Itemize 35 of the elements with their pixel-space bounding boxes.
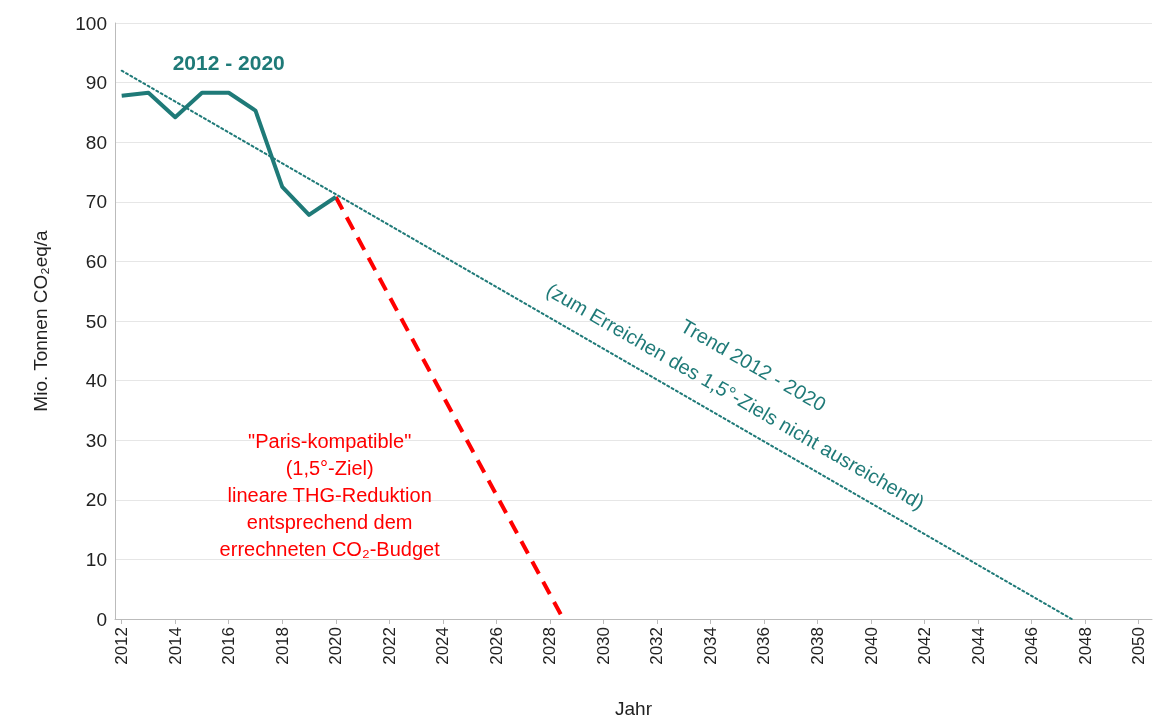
y-tick-label: 0 — [96, 608, 107, 630]
x-tick-label: 2046 — [1022, 627, 1042, 665]
x-tick-label: 2042 — [915, 627, 935, 665]
x-tick-label: 2032 — [647, 627, 667, 665]
y-tick-label: 50 — [85, 310, 107, 332]
x-tick-label: 2024 — [433, 627, 453, 665]
x-tick-label: 2026 — [486, 627, 506, 665]
x-tick-label: 2050 — [1129, 627, 1149, 665]
x-tick-label: 2040 — [861, 627, 881, 665]
x-tick-label: 2014 — [165, 627, 185, 665]
x-tick-label: 2018 — [272, 627, 292, 665]
x-tick-label: 2034 — [700, 627, 720, 665]
annotation: "Paris-kompatible" (1,5°-Ziel) lineare THG-Reduktion entsprechend dem errechneten CO₂-Budget — [219, 430, 441, 561]
x-tick-label: 2016 — [219, 627, 239, 665]
y-tick-label: 30 — [85, 429, 107, 451]
x-tick-label: 2020 — [326, 627, 346, 665]
x-tick-label: 2038 — [807, 627, 827, 665]
x-tick-label: 2028 — [540, 627, 560, 665]
y-tick-label: 80 — [85, 131, 107, 153]
x-tick-label: 2022 — [379, 627, 399, 665]
x-tick-label: 2044 — [968, 627, 988, 665]
y-tick-label: 70 — [85, 191, 107, 213]
x-axis-title: Jahr — [615, 698, 653, 719]
y-tick-label: 40 — [85, 370, 107, 392]
series-label: 2012 - 2020 — [172, 51, 285, 75]
x-tick-label: 2048 — [1075, 627, 1095, 665]
y-tick-label: 20 — [85, 489, 107, 511]
y-tick-label: 60 — [85, 250, 107, 272]
x-tick-label: 2030 — [593, 627, 613, 665]
y-axis-title: Mio. Tonnen CO₂eq/a — [30, 229, 51, 412]
y-tick-label: 100 — [75, 12, 107, 34]
y-tick-label: 90 — [85, 72, 107, 94]
y-tick-label: 10 — [85, 548, 107, 570]
x-tick-label: 2012 — [112, 627, 132, 665]
x-tick-label: 2036 — [754, 627, 774, 665]
